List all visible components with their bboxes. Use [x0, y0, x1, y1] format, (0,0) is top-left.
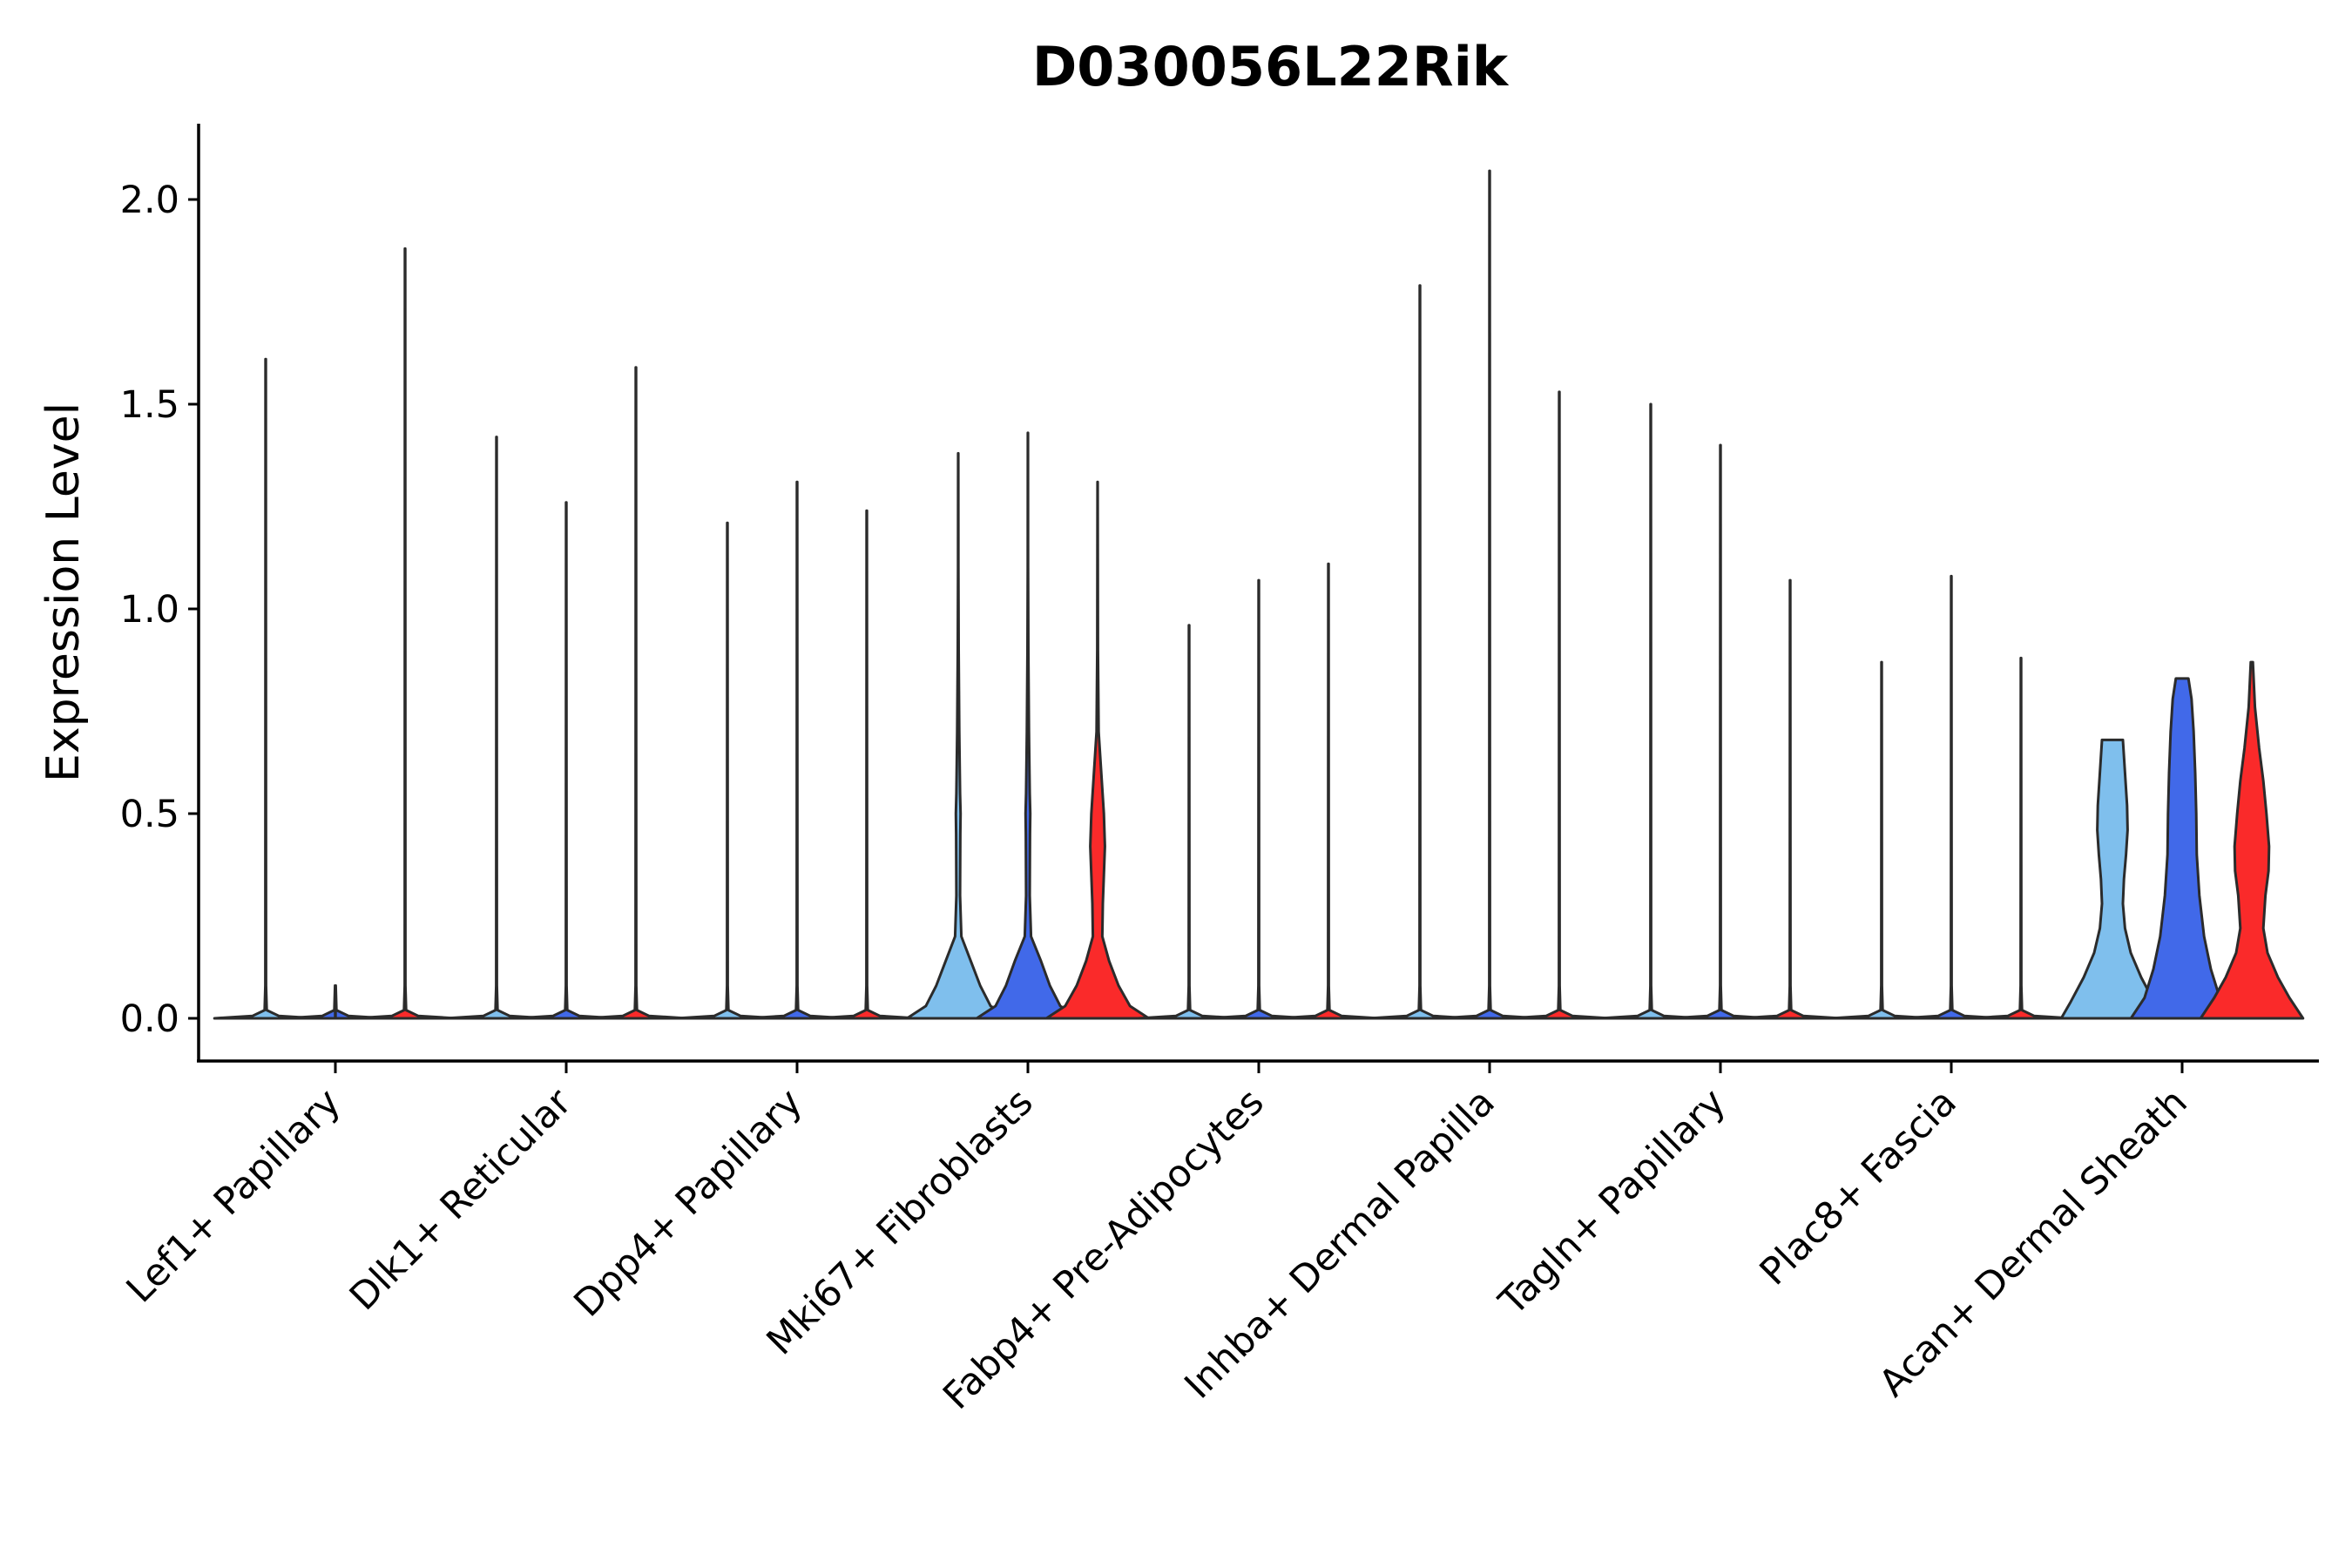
violin-mark — [1044, 480, 1151, 1020]
x-tick-label: Tagln+ Papillary — [1490, 1080, 1734, 1324]
violin-mark — [1667, 443, 1774, 1020]
violin-mark — [1898, 574, 2004, 1020]
y-tick-label: 0.0 — [120, 997, 179, 1041]
violin-mark — [513, 501, 619, 1020]
y-tick-label: 1.5 — [120, 383, 179, 427]
x-tick-label: Dlk1+ Reticular — [341, 1080, 580, 1319]
y-ticks: 0.0 0.5 1.0 1.5 2.0 — [120, 179, 199, 1041]
x-tick-label: Plac8+ Fascia — [1752, 1080, 1965, 1294]
x-tick-label: Dpp4+ Papillary — [566, 1080, 811, 1325]
violin-mark — [1136, 624, 1242, 1020]
violin-mark — [674, 521, 781, 1020]
violin-mark — [1275, 562, 1382, 1020]
violin-mark — [814, 509, 920, 1020]
violin-mark — [2059, 738, 2166, 1020]
y-tick-label: 2.0 — [120, 179, 179, 222]
violin-mark — [443, 436, 550, 1020]
violin-mark — [1598, 402, 1704, 1020]
violin-mark — [1828, 660, 1935, 1020]
violin-mark — [2129, 677, 2235, 1020]
violin-mark — [2199, 660, 2305, 1020]
chart-title: D030056L22Rik — [1032, 35, 1510, 98]
y-tick-label: 0.5 — [120, 793, 179, 836]
violin-mark — [1206, 578, 1312, 1020]
violin-mark — [1737, 578, 1843, 1020]
violin-mark — [282, 983, 389, 1020]
y-tick-label: 1.0 — [120, 588, 179, 632]
violin-mark — [1436, 169, 1543, 1020]
y-axis-label: Expression Level — [37, 402, 90, 782]
violins-layer — [213, 169, 2305, 1020]
violin-mark — [1968, 656, 2074, 1020]
violin-mark — [975, 431, 1081, 1020]
x-tick-label: Lef1+ Papillary — [118, 1080, 349, 1311]
violin-mark — [352, 247, 458, 1020]
violin-mark — [213, 357, 319, 1020]
violin-mark — [905, 451, 1011, 1020]
violin-mark — [583, 366, 689, 1020]
violin-mark — [744, 480, 850, 1020]
violin-mark — [1367, 284, 1473, 1020]
x-tick-label: Mki67+ Fibroblasts — [759, 1080, 1042, 1363]
violin-mark — [1506, 390, 1612, 1020]
